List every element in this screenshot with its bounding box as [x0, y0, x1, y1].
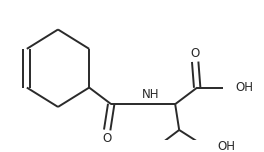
Text: OH: OH: [217, 140, 235, 152]
Text: O: O: [102, 132, 112, 145]
Text: OH: OH: [235, 81, 253, 94]
Text: O: O: [191, 47, 200, 60]
Text: NH: NH: [142, 88, 159, 101]
